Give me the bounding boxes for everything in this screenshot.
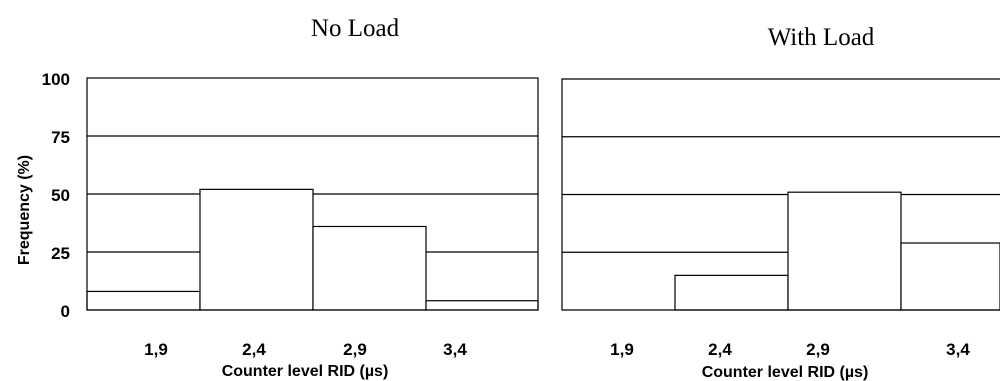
bars bbox=[86, 188, 539, 311]
chart-no-load: No Load Frequency (%) 0 25 50 75 100 1,9… bbox=[16, 15, 539, 380]
y-tick-label: 100 bbox=[42, 70, 70, 89]
bar-2-9 bbox=[312, 225, 427, 311]
x-tick-labels: 1,9 2,4 2,9 3,4 bbox=[610, 340, 970, 359]
y-tick-labels: 0 25 50 75 100 bbox=[42, 70, 70, 321]
y-tick-label: 50 bbox=[51, 186, 70, 205]
x-tick-label: 2,9 bbox=[806, 340, 830, 359]
y-tick-label: 0 bbox=[61, 302, 70, 321]
x-tick-label: 3,4 bbox=[946, 340, 970, 359]
x-tick-labels: 1,9 2,4 2,9 3,4 bbox=[144, 340, 467, 359]
plot-frame bbox=[561, 78, 1000, 311]
bar-3-4 bbox=[425, 300, 539, 311]
bars bbox=[674, 191, 1000, 311]
x-tick-label: 1,9 bbox=[610, 340, 634, 359]
y-tick-label: 25 bbox=[51, 244, 70, 263]
x-tick-label: 2,4 bbox=[708, 340, 732, 359]
bar-2-4 bbox=[199, 188, 314, 311]
chart-title: With Load bbox=[768, 24, 875, 51]
bar-2-9 bbox=[787, 191, 902, 311]
plot-frame bbox=[86, 77, 539, 311]
x-tick-label: 2,9 bbox=[343, 340, 367, 359]
x-tick-label: 2,4 bbox=[242, 340, 266, 359]
chart-title: No Load bbox=[311, 15, 400, 42]
x-axis-label: Counter level RID (µs) bbox=[702, 364, 869, 381]
gridlines bbox=[562, 136, 1000, 253]
bar-1-9 bbox=[86, 290, 201, 311]
x-tick-label: 1,9 bbox=[144, 340, 168, 359]
y-axis-label: Frequency (%) bbox=[16, 155, 33, 265]
chart-with-load: With Load 1,9 2,4 2,9 3,4 Counter level … bbox=[561, 24, 1000, 381]
y-tick-label: 75 bbox=[51, 128, 70, 147]
x-tick-label: 3,4 bbox=[443, 340, 467, 359]
bar-3-4 bbox=[900, 242, 1000, 311]
x-axis-label: Counter level RID (µs) bbox=[222, 363, 389, 380]
bar-2-4 bbox=[674, 274, 789, 311]
